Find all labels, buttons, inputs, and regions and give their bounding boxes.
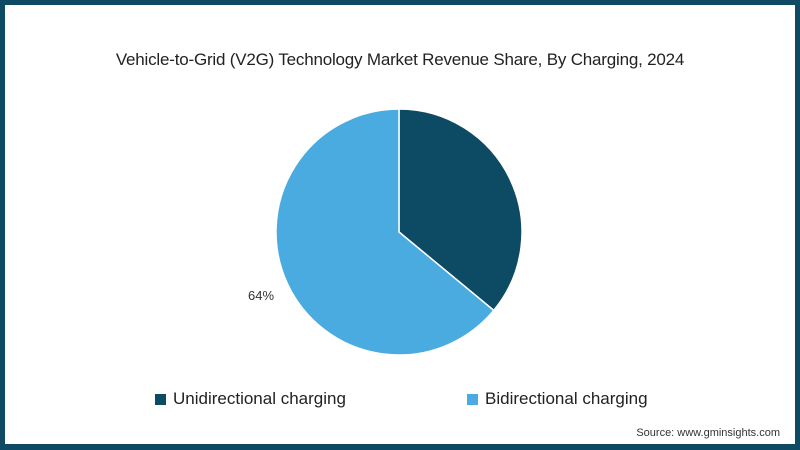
legend-item-unidirectional: Unidirectional charging: [155, 389, 346, 409]
legend-label-unidirectional: Unidirectional charging: [173, 389, 346, 408]
legend-swatch-bidirectional: [467, 393, 478, 405]
chart-frame: Vehicle-to-Grid (V2G) Technology Market …: [5, 5, 795, 444]
pie-slice-bidirectional-charging: [275, 108, 495, 356]
legend-label-bidirectional: Bidirectional charging: [485, 389, 648, 408]
legend-item-bidirectional: Bidirectional charging: [467, 389, 648, 409]
chart-title: Vehicle-to-Grid (V2G) Technology Market …: [115, 50, 685, 69]
bidirectional-percent-label: 64%: [248, 288, 275, 303]
pie-chart: [275, 108, 523, 356]
legend-swatch-unidirectional: [155, 393, 166, 405]
source-note: Source: www.gminsights.com: [636, 427, 780, 439]
pie-slice-unidirectional-charging: [398, 108, 523, 312]
